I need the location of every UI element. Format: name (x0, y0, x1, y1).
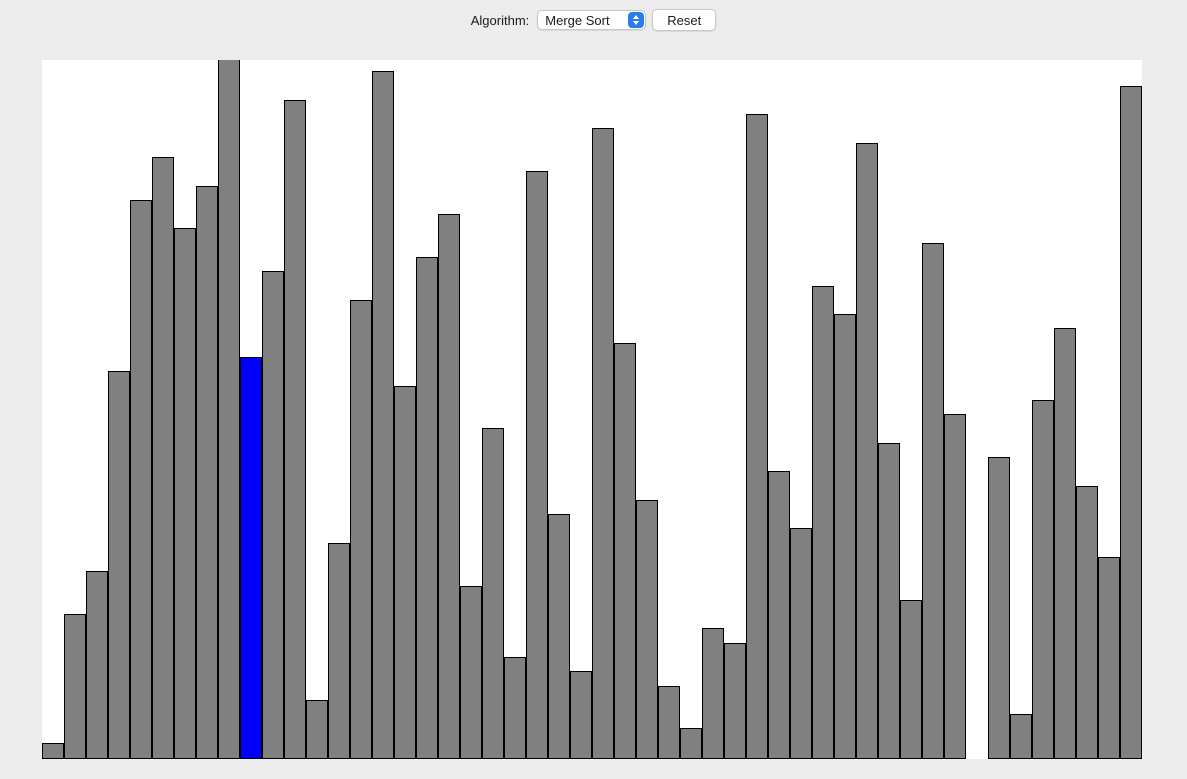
bar (746, 114, 768, 759)
select-stepper-icon (628, 12, 645, 28)
bar (306, 700, 328, 759)
bar (658, 686, 680, 759)
bar (460, 586, 482, 759)
bar (900, 600, 922, 759)
bar (482, 428, 504, 759)
bar (680, 728, 702, 759)
bar (416, 257, 438, 759)
bar (196, 186, 218, 759)
bar (1120, 86, 1142, 759)
bar (42, 743, 64, 759)
reset-button[interactable]: Reset (652, 9, 717, 31)
bar (350, 300, 372, 759)
bar (64, 614, 86, 759)
bar (1032, 400, 1054, 759)
bar (570, 671, 592, 759)
bar (328, 543, 350, 759)
bar (834, 314, 856, 759)
bar (856, 143, 878, 759)
bar (614, 343, 636, 759)
algorithm-label: Algorithm: (470, 12, 530, 28)
bar (878, 443, 900, 759)
bar (526, 171, 548, 759)
chevron-up-icon (633, 15, 640, 19)
chevron-down-icon (633, 21, 640, 25)
bar (218, 60, 240, 759)
algorithm-selected-value: Merge Sort (545, 12, 610, 28)
bar (438, 214, 460, 759)
bar (1010, 714, 1032, 759)
bar (130, 200, 152, 759)
bar (988, 457, 1010, 759)
bar (768, 471, 790, 759)
bar (394, 386, 416, 759)
bar (548, 514, 570, 759)
bar (372, 71, 394, 759)
toolbar: Algorithm: Merge Sort Reset (0, 8, 1187, 32)
bar (262, 271, 284, 759)
bar-active (240, 357, 262, 759)
bar (812, 286, 834, 759)
bar (790, 528, 812, 759)
bar (284, 100, 306, 759)
bar (1076, 486, 1098, 759)
bar (152, 157, 174, 759)
bar (724, 643, 746, 759)
bar (636, 500, 658, 759)
bar (944, 414, 966, 759)
bar (702, 628, 724, 759)
bar (592, 128, 614, 759)
bar (1054, 328, 1076, 759)
visualization-canvas (42, 60, 1142, 759)
algorithm-select[interactable]: Merge Sort (537, 10, 647, 30)
bar (1098, 557, 1120, 759)
bar (922, 243, 944, 759)
bar (86, 571, 108, 759)
bar (174, 228, 196, 759)
bar (108, 371, 130, 759)
bar-chart (42, 60, 1142, 759)
bar (504, 657, 526, 759)
